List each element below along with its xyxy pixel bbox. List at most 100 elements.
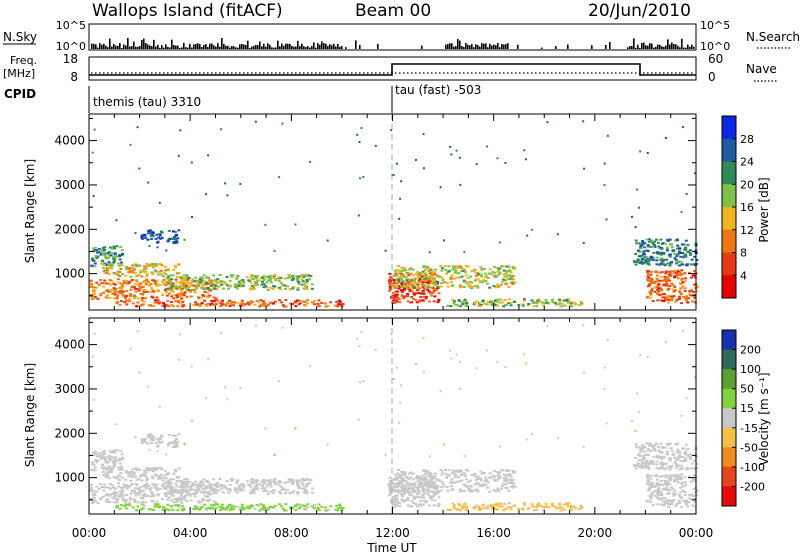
- heatmap-cell: [662, 252, 666, 255]
- heatmap-cell: [239, 489, 243, 492]
- heatmap-cell: [480, 281, 484, 283]
- heatmap-cell: [486, 282, 489, 285]
- heatmap-cell: [398, 276, 402, 279]
- nsky-bar: [239, 44, 241, 49]
- colorbar-tick-label: 24: [740, 156, 754, 169]
- heatmap-cell: [251, 478, 255, 481]
- heatmap-cell: [92, 293, 96, 296]
- heatmap-cell: [158, 488, 162, 491]
- heatmap-cell: [240, 299, 244, 302]
- heatmap-cell: [658, 483, 662, 486]
- heatmap-cell: [400, 289, 403, 292]
- heatmap-cell: [432, 300, 436, 303]
- heatmap-cell: [105, 493, 109, 496]
- heatmap-cell: [197, 501, 201, 504]
- heatmap-cell: [678, 247, 682, 250]
- nsky-bar: [683, 47, 685, 49]
- heatmap-cell: [158, 437, 162, 440]
- heatmap-cell: [109, 458, 113, 461]
- heatmap-cell: [98, 452, 101, 455]
- heatmap-cell: [640, 244, 644, 247]
- heatmap-cell: [466, 265, 470, 268]
- heatmap-cell: [402, 500, 406, 503]
- heatmap-cell: [425, 485, 429, 488]
- heatmap-cell: [180, 284, 184, 287]
- heatmap-cell: [95, 286, 99, 289]
- nsky-bar: [647, 45, 649, 49]
- heatmap-cell: [603, 162, 606, 165]
- heatmap-cell: [522, 502, 526, 505]
- heatmap-cell: [454, 473, 458, 476]
- heatmap-cell: [466, 276, 470, 279]
- heatmap-cell: [646, 275, 650, 278]
- heatmap-cell: [493, 475, 497, 478]
- heatmap-cell: [486, 349, 488, 352]
- heatmap-cell: [335, 300, 339, 303]
- heatmap-cell: [477, 303, 481, 306]
- heatmap-cell: [606, 338, 609, 341]
- heatmap-cell: [158, 505, 162, 508]
- heatmap-cell: [650, 277, 654, 280]
- heatmap-cell: [201, 287, 205, 290]
- heatmap-cell: [105, 289, 109, 292]
- heatmap-cell: [425, 281, 429, 284]
- heatmap-cell: [310, 491, 314, 494]
- heatmap-cell: [149, 283, 153, 285]
- heatmap-cell: [177, 490, 181, 493]
- heatmap-cell: [113, 293, 117, 296]
- heatmap-cell: [403, 287, 407, 290]
- heatmap-cell: [159, 234, 162, 237]
- heatmap-cell: [656, 503, 660, 506]
- nsearch-tick-top: 10^5: [700, 19, 730, 32]
- heatmap-cell: [502, 269, 506, 272]
- heatmap-cell: [281, 122, 284, 125]
- heatmap-cell: [141, 286, 145, 289]
- heatmap-cell: [500, 469, 504, 472]
- heatmap-cell: [567, 502, 571, 505]
- heatmap-cell: [237, 488, 241, 491]
- heatmap-cell: [658, 455, 662, 458]
- heatmap-cell: [164, 284, 168, 287]
- heatmap-cell: [672, 295, 676, 298]
- heatmap-cell: [439, 390, 442, 393]
- heatmap-cell: [177, 229, 181, 232]
- heatmap-cell: [164, 287, 168, 290]
- heatmap-cell: [124, 265, 128, 268]
- heatmap-cell: [219, 506, 223, 509]
- heatmap-cell: [459, 387, 462, 390]
- nsky-bar: [657, 44, 659, 49]
- heatmap-cell: [426, 288, 430, 291]
- heatmap-cell: [387, 280, 391, 282]
- heatmap-cell: [115, 245, 119, 248]
- heatmap-cell: [186, 482, 190, 485]
- heatmap-cell: [238, 486, 242, 489]
- heatmap-cell: [488, 286, 492, 289]
- heatmap-cell: [309, 479, 313, 482]
- heatmap-cell: [441, 279, 445, 282]
- heatmap-cell: [498, 505, 502, 508]
- heatmap-cell: [650, 289, 654, 292]
- heatmap-cell: [395, 504, 399, 507]
- heatmap-cell: [667, 270, 671, 273]
- heatmap-cell: [530, 503, 534, 506]
- heatmap-cell: [695, 489, 699, 492]
- heatmap-cell: [453, 271, 457, 274]
- heatmap-cell: [99, 293, 103, 296]
- heatmap-cell: [295, 278, 299, 281]
- heatmap-cell: [141, 297, 144, 299]
- heatmap-cell: [174, 501, 178, 503]
- heatmap-cell: [453, 475, 457, 478]
- heatmap-cell: [648, 486, 652, 489]
- heatmap-cell: [180, 497, 184, 500]
- heatmap-cell: [460, 479, 464, 482]
- heatmap-cell: [474, 274, 478, 277]
- heatmap-cell: [664, 476, 668, 479]
- heatmap-cell: [680, 243, 684, 246]
- heatmap-cell: [215, 483, 218, 486]
- nsky-bar: [283, 45, 285, 49]
- x-tick-label: 20:00: [578, 526, 613, 540]
- heatmap-cell: [188, 489, 192, 491]
- heatmap-cell: [338, 299, 342, 302]
- nsky-bar: [209, 43, 211, 49]
- heatmap-cell: [121, 286, 124, 289]
